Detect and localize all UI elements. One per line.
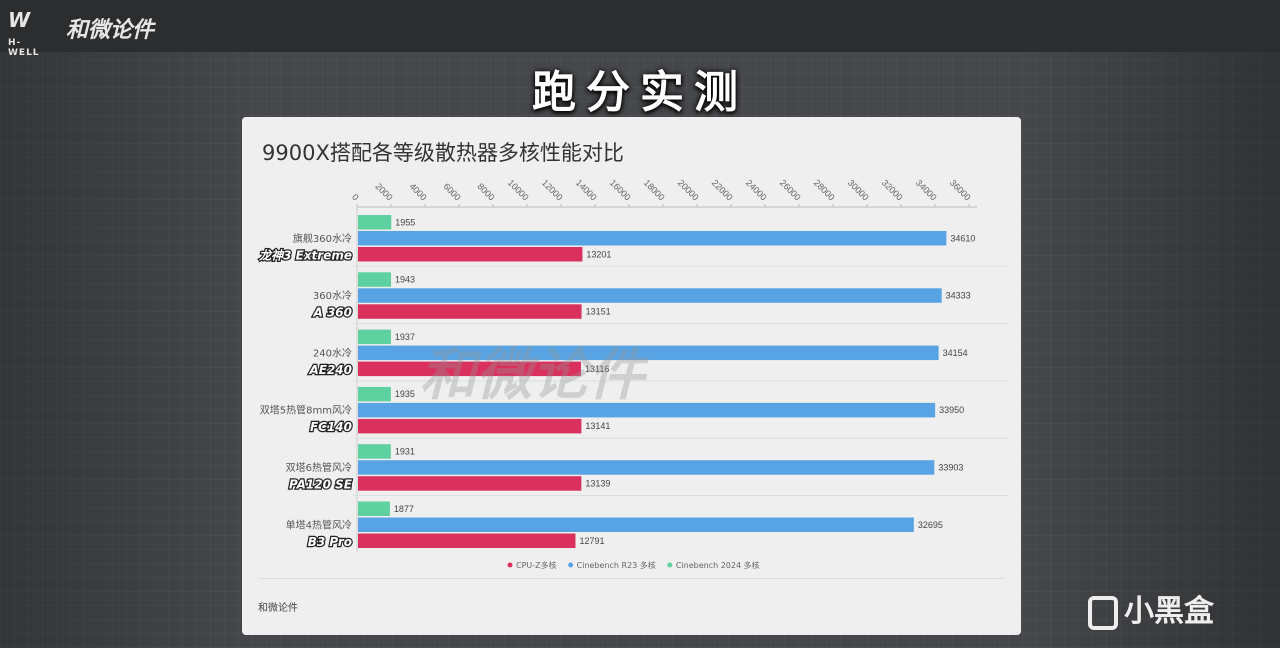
data-label: 1937 — [395, 332, 415, 342]
x-tick-label: 20000 — [676, 178, 701, 203]
legend-label: Cinebench 2024 多核 — [676, 560, 760, 570]
x-tick-label: 16000 — [608, 178, 633, 203]
chart-card: 9900X搭配各等级散热器多核性能对比 0 2000 4000 6000 8000 100… — [242, 117, 1021, 635]
data-label: 13139 — [585, 478, 610, 488]
data-label: 1877 — [394, 504, 414, 514]
legend-label: Cinebench R23 多核 — [577, 560, 656, 570]
brand-label: 小黑盒 — [1124, 594, 1214, 629]
x-tick-label: 32000 — [880, 178, 905, 203]
legend-marker — [507, 562, 513, 568]
x-tick-label: 22000 — [710, 178, 735, 203]
xiaoheihe-icon — [1088, 595, 1118, 630]
data-label: 33903 — [938, 462, 963, 472]
bar-Cinebench-R23-多核 — [358, 402, 936, 418]
x-tick-label: 36000 — [948, 178, 973, 203]
data-label: 13141 — [585, 421, 610, 431]
logo-en: H-WELL — [8, 38, 40, 58]
chart-title: 9900X搭配各等级散热器多核性能对比 — [262, 141, 624, 165]
xiaoheihe-logo: 小黑盒 — [1088, 586, 1214, 630]
data-label: 34333 — [946, 291, 971, 301]
data-label: 13201 — [586, 249, 611, 259]
bar-Cinebench-2024-多核 — [358, 444, 391, 459]
bar-Cinebench-R23-多核 — [358, 517, 914, 532]
category-name-label: 龙神3 Extreme — [258, 248, 352, 262]
x-tick-label: 24000 — [744, 178, 769, 203]
legend-label: CPU-Z多核 — [516, 560, 557, 570]
data-label: 1943 — [395, 275, 415, 285]
category-sub-label: 双塔6热管风冷 — [286, 461, 352, 474]
category-sub-label: 旗舰360水冷 — [293, 232, 352, 245]
bar-Cinebench-R23-多核 — [358, 345, 939, 361]
data-label: 12791 — [579, 536, 604, 546]
data-label: 1931 — [395, 446, 415, 456]
bar-Cinebench-R23-多核 — [358, 460, 935, 475]
divider — [258, 578, 1005, 579]
x-tick-label: 30000 — [846, 178, 871, 203]
category-sub-label: 360水冷 — [313, 289, 352, 302]
bar-CPU-Z多核 — [358, 361, 581, 377]
bar-Cinebench-R23-多核 — [358, 231, 947, 246]
bar-Cinebench-2024-多核 — [358, 215, 392, 230]
category-sub-label: 单塔4热管风冷 — [286, 518, 352, 531]
x-tick-label: 4000 — [407, 181, 428, 202]
data-label: 13116 — [585, 364, 609, 374]
chart-source: 和微论件 — [258, 603, 298, 614]
bar-Cinebench-2024-多核 — [358, 386, 391, 402]
data-label: 33950 — [939, 405, 964, 415]
x-tick-label: 26000 — [778, 178, 803, 203]
data-label: 34610 — [950, 233, 975, 243]
data-label: 32695 — [918, 520, 943, 530]
x-tick-label: 8000 — [475, 181, 496, 202]
bar-CPU-Z多核 — [358, 533, 576, 548]
category-name-label: PA120 SE — [289, 477, 353, 491]
bar-CPU-Z多核 — [358, 304, 582, 319]
x-tick-label: 28000 — [812, 178, 837, 203]
bar-chart: 0 2000 4000 6000 8000 10000 12000 14000 16000 180… — [257, 178, 1009, 570]
x-tick-label: 6000 — [441, 181, 462, 202]
logo-mark: W — [8, 8, 30, 32]
hwell-logo: W H-WELL 和微论件 — [8, 8, 154, 58]
x-tick-label: 2000 — [373, 181, 394, 202]
category-name-label: A 360 — [312, 306, 352, 320]
logo-cn: 和微论件 — [66, 18, 155, 43]
bar-Cinebench-2024-多核 — [358, 272, 392, 287]
bar-CPU-Z多核 — [358, 418, 582, 434]
x-tick-label: 34000 — [914, 178, 939, 203]
bar-CPU-Z多核 — [358, 476, 582, 491]
data-label: 13151 — [586, 307, 611, 317]
bar-CPU-Z多核 — [358, 247, 583, 262]
top-bar: W H-WELL 和微论件 — [0, 0, 1280, 58]
data-label: 34154 — [943, 348, 968, 358]
x-tick-label: 12000 — [540, 178, 565, 203]
bar-Cinebench-2024-多核 — [358, 329, 391, 345]
legend-marker — [667, 562, 673, 568]
bar-Cinebench-R23-多核 — [358, 288, 942, 303]
x-tick-label: 14000 — [574, 178, 599, 203]
data-label: 1935 — [395, 389, 415, 399]
page-heading: 跑分实测 — [532, 67, 748, 118]
category-sub-label: 240水冷 — [313, 346, 352, 359]
bar-Cinebench-2024-多核 — [358, 501, 390, 516]
category-name-label: B3 Pro — [308, 535, 352, 549]
x-tick-label: 0 — [350, 192, 361, 203]
category-sub-label: 双塔5热管8mm风冷 — [260, 404, 352, 417]
x-tick-label: 10000 — [506, 178, 531, 203]
data-label: 1955 — [395, 217, 415, 227]
category-name-label: AE240 — [308, 363, 352, 377]
x-tick-label: 18000 — [642, 178, 667, 203]
category-name-label: FC140 — [310, 420, 352, 434]
legend-marker — [568, 562, 574, 568]
